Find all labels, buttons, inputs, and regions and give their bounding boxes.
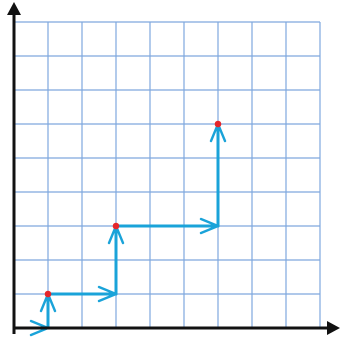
grid	[14, 21, 321, 328]
axes	[7, 2, 340, 335]
corner-point	[112, 222, 120, 230]
corner-point	[214, 120, 222, 128]
arrow-path	[12, 122, 227, 337]
points	[44, 120, 222, 298]
x-axis-arrow-icon	[327, 321, 340, 335]
corner-point	[44, 290, 52, 298]
y-axis-arrow-icon	[7, 2, 21, 15]
